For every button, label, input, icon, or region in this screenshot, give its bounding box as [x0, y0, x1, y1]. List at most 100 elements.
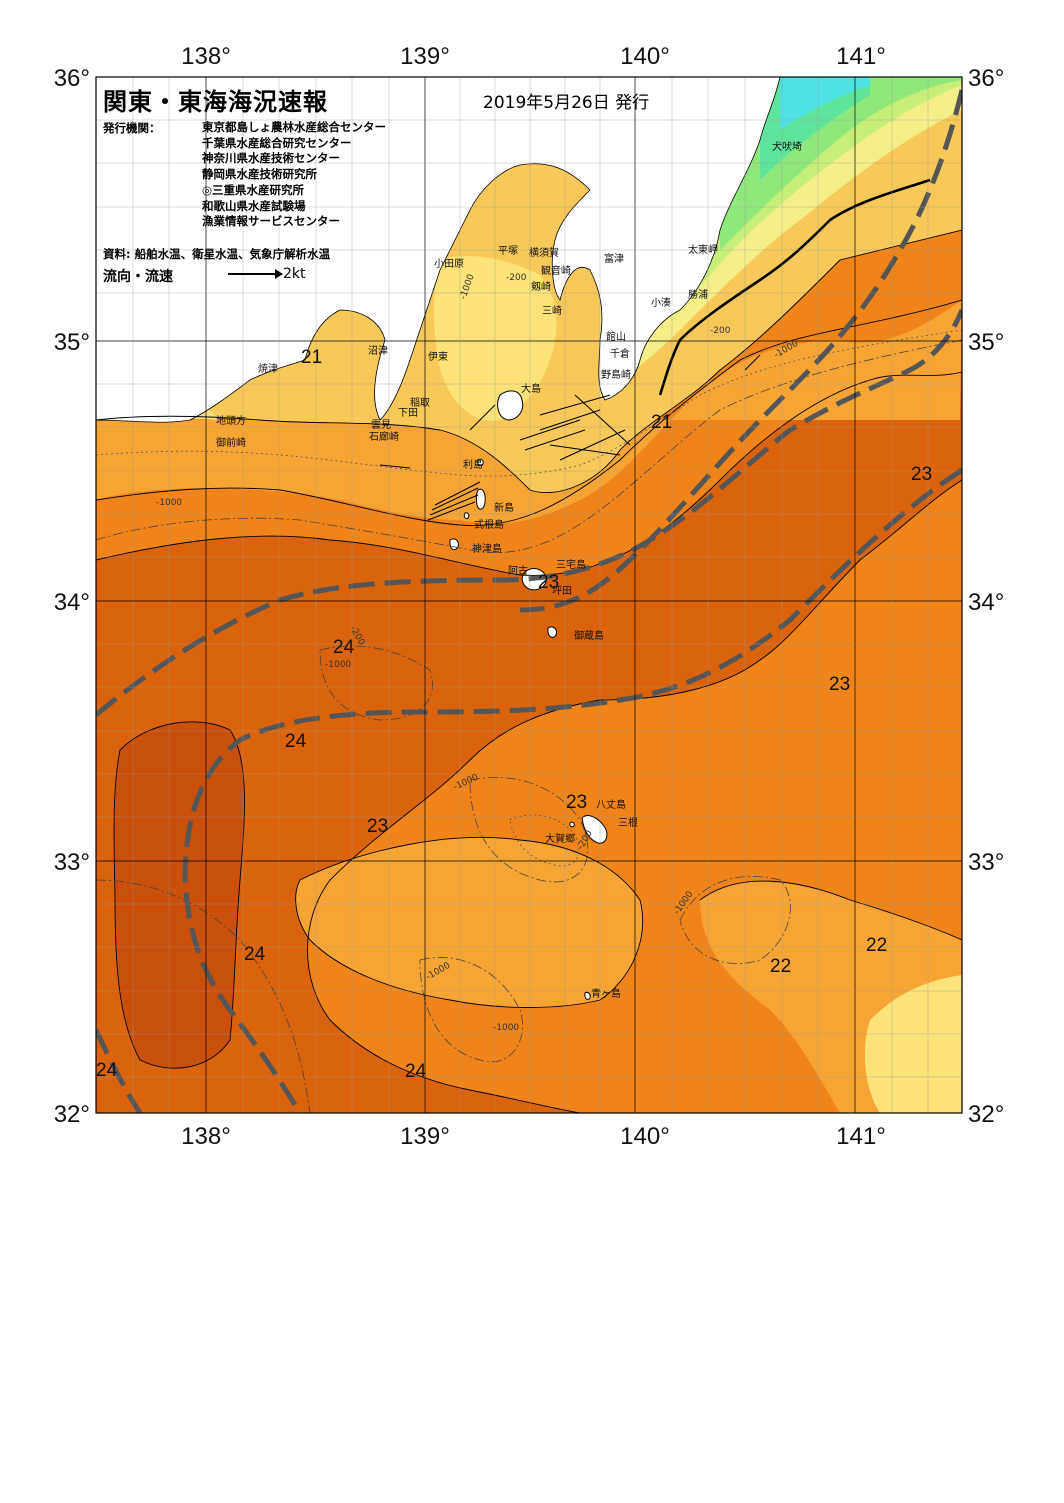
shelf-contours: [96, 329, 962, 867]
lon-label: 140°: [620, 43, 670, 70]
place-label: 御前崎: [216, 436, 246, 449]
issue-date: 2019年5月26日 発行: [483, 93, 650, 113]
sea-20c-bay: [434, 255, 557, 421]
bathymetry-contours: [96, 339, 962, 1113]
flow-scale: 2kt: [283, 266, 306, 282]
sea-22c-coastal: [96, 300, 962, 524]
sea-24c: [96, 372, 962, 1113]
temp-label: 23: [538, 572, 559, 593]
lat-label: 35°: [54, 329, 90, 356]
depth-label: -1000: [156, 498, 182, 508]
place-label: 犬吠埼: [772, 140, 802, 153]
place-label: 式根島: [474, 518, 504, 531]
temp-label: 21: [301, 347, 322, 368]
island-toshima: [477, 458, 484, 467]
graticule: [96, 77, 962, 1113]
lon-labels-bottom: 138° 139° 140° 141°: [181, 1123, 886, 1150]
place-label: 下田: [398, 408, 418, 419]
place-label: 三宅島: [556, 558, 586, 571]
temp-label: 21: [651, 412, 672, 433]
current-vectors: [379, 354, 761, 521]
place-label: 剱崎: [531, 280, 551, 293]
place-label: 平塚: [498, 245, 518, 257]
temp-label: 23: [566, 792, 587, 813]
place-label: 勝浦: [688, 288, 708, 301]
temp-label: 23: [367, 816, 388, 837]
lon-label: 138°: [181, 43, 231, 70]
organization-item: 千葉県水産総合研究センター: [202, 135, 352, 150]
place-label: 伊東: [428, 350, 448, 363]
sea-24c-central: [584, 598, 660, 661]
place-label: 地頭方: [216, 414, 246, 427]
map-frame: [95, 76, 963, 1114]
kuroshio-axis: [96, 89, 962, 1113]
flow-legend-label: 流向・流速: [103, 269, 173, 285]
sea-15c: [780, 77, 870, 130]
place-label: 稲取: [410, 397, 430, 409]
lat-label: 34°: [54, 589, 90, 616]
place-label: 大島: [521, 382, 541, 395]
place-label: 小田原: [434, 258, 464, 270]
oyashio-front: [658, 178, 931, 396]
place-label: 横須賀: [529, 246, 559, 259]
temp-label: 24: [333, 637, 355, 658]
temp-label: 22: [866, 935, 887, 956]
lat-labels-right: 36° 35° 34° 33° 32°: [968, 65, 1004, 1128]
isotherms: [96, 229, 962, 1113]
place-label: 観音崎: [541, 264, 571, 277]
place-label: 新島: [494, 501, 514, 514]
island-shikinejima: [463, 512, 470, 520]
island-kozushima: [449, 538, 459, 551]
place-label: 大賀郷: [545, 832, 575, 845]
island-hachijojima: [581, 815, 608, 844]
place-label: 石廊崎: [369, 430, 399, 443]
land-honshu: [96, 77, 781, 423]
place-label: 館山: [606, 330, 626, 343]
temp-label: 23: [911, 464, 932, 485]
lat-label: 32°: [968, 1101, 1004, 1128]
depth-label: -1000: [325, 660, 351, 670]
island-mikurajima: [547, 626, 557, 638]
temp-label: 24: [405, 1061, 427, 1082]
place-label: 千倉: [610, 347, 630, 360]
depth-label: -1000: [493, 1023, 519, 1033]
organization-list: 東京都島しょ農林水産総合センター 千葉県水産総合研究センター 神奈川県水産技術セ…: [202, 120, 386, 230]
place-label: 阿古: [508, 564, 528, 577]
lon-label: 141°: [836, 43, 886, 70]
sea-22c-central: [295, 837, 643, 1008]
sea-25c-core: [114, 721, 245, 1069]
place-label: 富津: [604, 252, 624, 265]
place-label: 御蔵島: [574, 629, 604, 642]
graticule-minor: [96, 77, 962, 1113]
lat-label: 33°: [54, 849, 90, 876]
depth-label: -200: [506, 273, 527, 283]
map-title: 関東・東海海況速報: [103, 88, 328, 116]
lon-label: 140°: [620, 1123, 670, 1150]
island-aogashima: [584, 991, 591, 1000]
temp-label: 24: [96, 1060, 118, 1081]
island-oshima: [497, 390, 524, 421]
temperature-labels: 21 21 23 23 24 23 24 23 23 24 22 22 24 2…: [96, 347, 932, 1082]
lon-label: 138°: [181, 1123, 231, 1150]
lat-label: 36°: [968, 65, 1004, 92]
lat-label: 34°: [968, 589, 1004, 616]
island-niijima: [475, 488, 486, 510]
place-label: 八丈島: [596, 798, 626, 811]
lat-labels-left: 36° 35° 34° 33° 32°: [54, 65, 90, 1128]
place-label: 坪田: [552, 584, 572, 597]
lon-label: 141°: [836, 1123, 886, 1150]
place-labels: 犬吠埼 太東岬 勝浦 小湊 館山 千倉 野島崎 富津 観音崎 剱崎 三崎 横須賀…: [216, 140, 802, 1000]
place-label: 三崎: [542, 304, 562, 317]
lon-labels-top: 138° 139° 140° 141°: [181, 43, 886, 70]
place-label: 焼津: [258, 363, 278, 375]
place-label: 沼津: [368, 344, 388, 357]
lat-label: 33°: [968, 849, 1004, 876]
place-label: 雲見: [371, 419, 391, 431]
sea-21c-southeast: [864, 975, 962, 1113]
place-label: 青ヶ島: [591, 987, 621, 1000]
temp-label: 22: [770, 956, 791, 977]
island-hachijokojima: [569, 821, 575, 828]
organization-item: 東京都島しょ農林水産総合センター: [202, 120, 386, 134]
lat-label: 35°: [968, 329, 1004, 356]
